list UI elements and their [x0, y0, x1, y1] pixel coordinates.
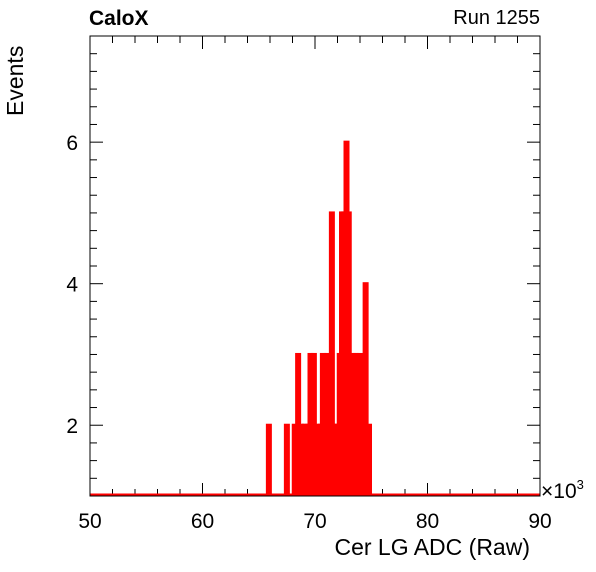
x-tick-label: 50: [78, 510, 101, 533]
x-tick-label: 90: [528, 510, 551, 533]
histogram-bars: [90, 140, 540, 497]
x-tick-label: 80: [416, 510, 439, 533]
histogram-bin: [283, 423, 290, 497]
y-tick-label: 4: [66, 274, 78, 297]
plot-frame: [89, 35, 541, 497]
x-tick-label: 70: [303, 510, 326, 533]
experiment-label: CaloX: [89, 7, 149, 30]
histogram-bin: [362, 282, 369, 497]
y-tick-label: 6: [66, 132, 78, 155]
x-axis-label: Cer LG ADC (Raw): [334, 534, 530, 560]
histogram-bin: [265, 423, 272, 497]
x-tick-label: 60: [191, 510, 214, 533]
tick-labels: 50 60 70 80 90 2 4 6: [66, 132, 551, 533]
x-axis-multiplier-base: ×10: [541, 480, 577, 503]
x-axis-multiplier-exponent: 3: [576, 477, 584, 492]
histogram-bin: [366, 423, 372, 497]
run-label: Run 1255: [453, 7, 540, 29]
y-tick-label: 2: [66, 415, 78, 438]
x-axis-multiplier: ×103: [541, 478, 584, 502]
